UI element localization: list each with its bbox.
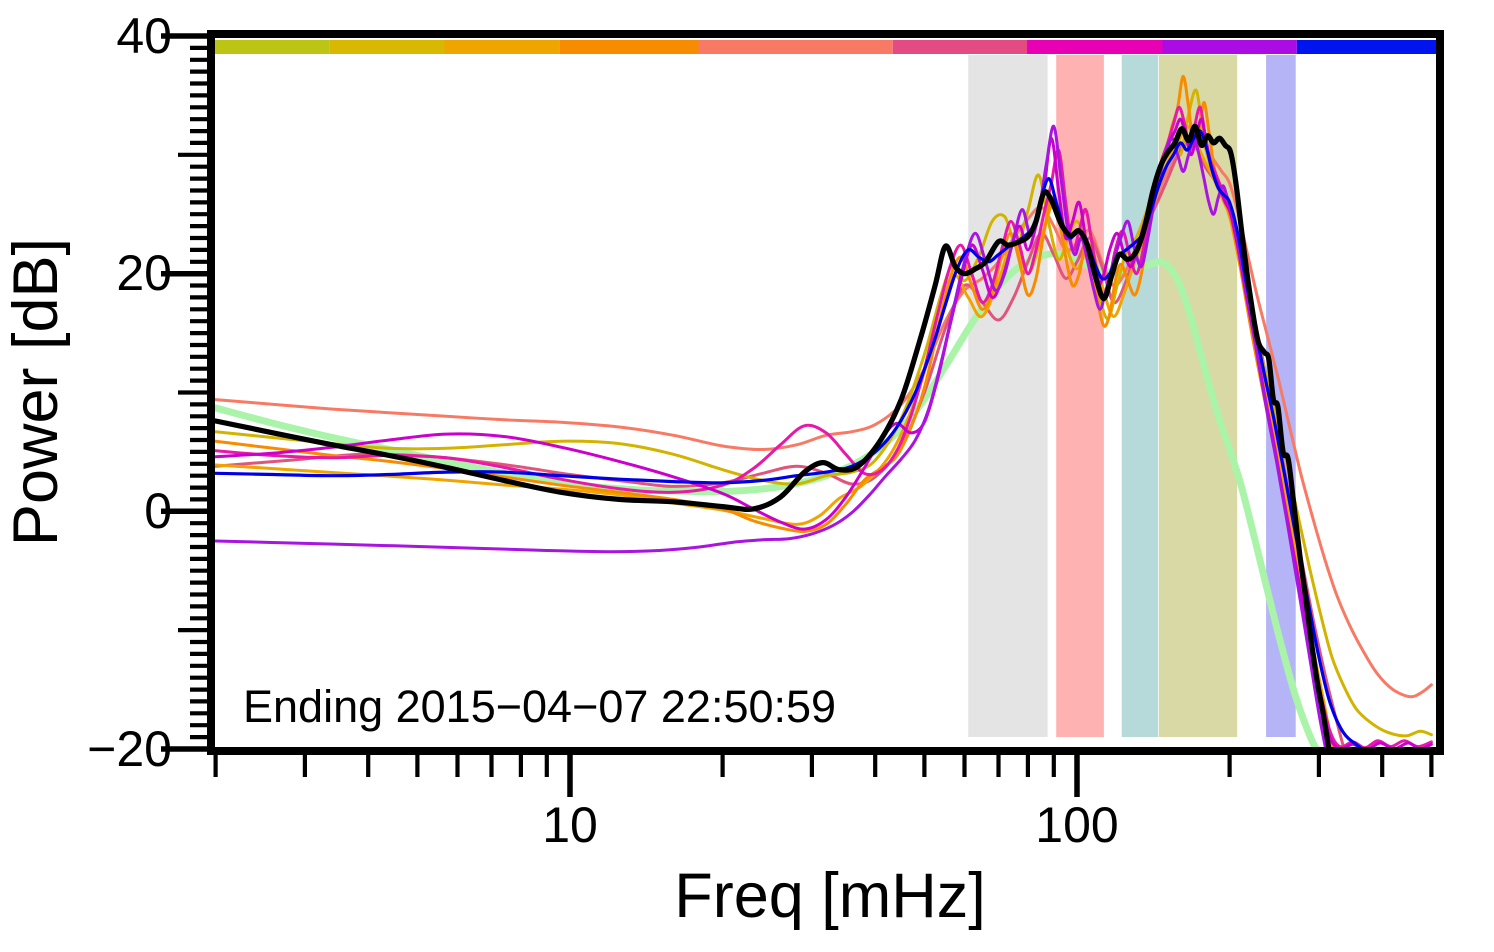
curve-spectrum-mean-black: [215, 123, 1332, 751]
y-tick-label-20: 20: [116, 245, 172, 301]
band-gray: [968, 55, 1048, 737]
x-axis-title: Freq [mHz]: [674, 861, 986, 931]
time-colorbar: [215, 40, 1436, 54]
time-colorbar-segment: [892, 40, 1027, 54]
time-colorbar-segment: [329, 40, 445, 54]
axes: [161, 30, 1444, 797]
time-colorbar-segment: [698, 40, 893, 54]
x-tick-label-10: 10: [542, 797, 598, 853]
time-colorbar-segment: [1296, 40, 1436, 54]
spectra-curves: [215, 74, 1433, 751]
timestamp-annotation: Ending 2015−04−07 22:50:59: [243, 681, 837, 732]
x-tick-label-100: 100: [1035, 797, 1119, 853]
band-pink: [1056, 55, 1104, 737]
curve-spectrum-salmon: [215, 134, 1433, 699]
frequency-bands: [968, 55, 1296, 737]
curve-spectrum-hotpink: [215, 105, 1433, 750]
plot-frame: [207, 30, 1444, 755]
y-tick-label-40: 40: [116, 8, 172, 64]
y-tick-label-minus20: −20: [87, 721, 172, 777]
time-colorbar-segment: [215, 40, 330, 54]
time-colorbar-segment: [444, 40, 560, 54]
band-teal: [1121, 55, 1159, 737]
time-colorbar-segment: [559, 40, 699, 54]
time-colorbar-segment: [1162, 40, 1297, 54]
time-colorbar-segment: [1027, 40, 1163, 54]
y-axis-title: Power [dB]: [1, 237, 71, 547]
y-tick-label-0: 0: [144, 483, 172, 539]
